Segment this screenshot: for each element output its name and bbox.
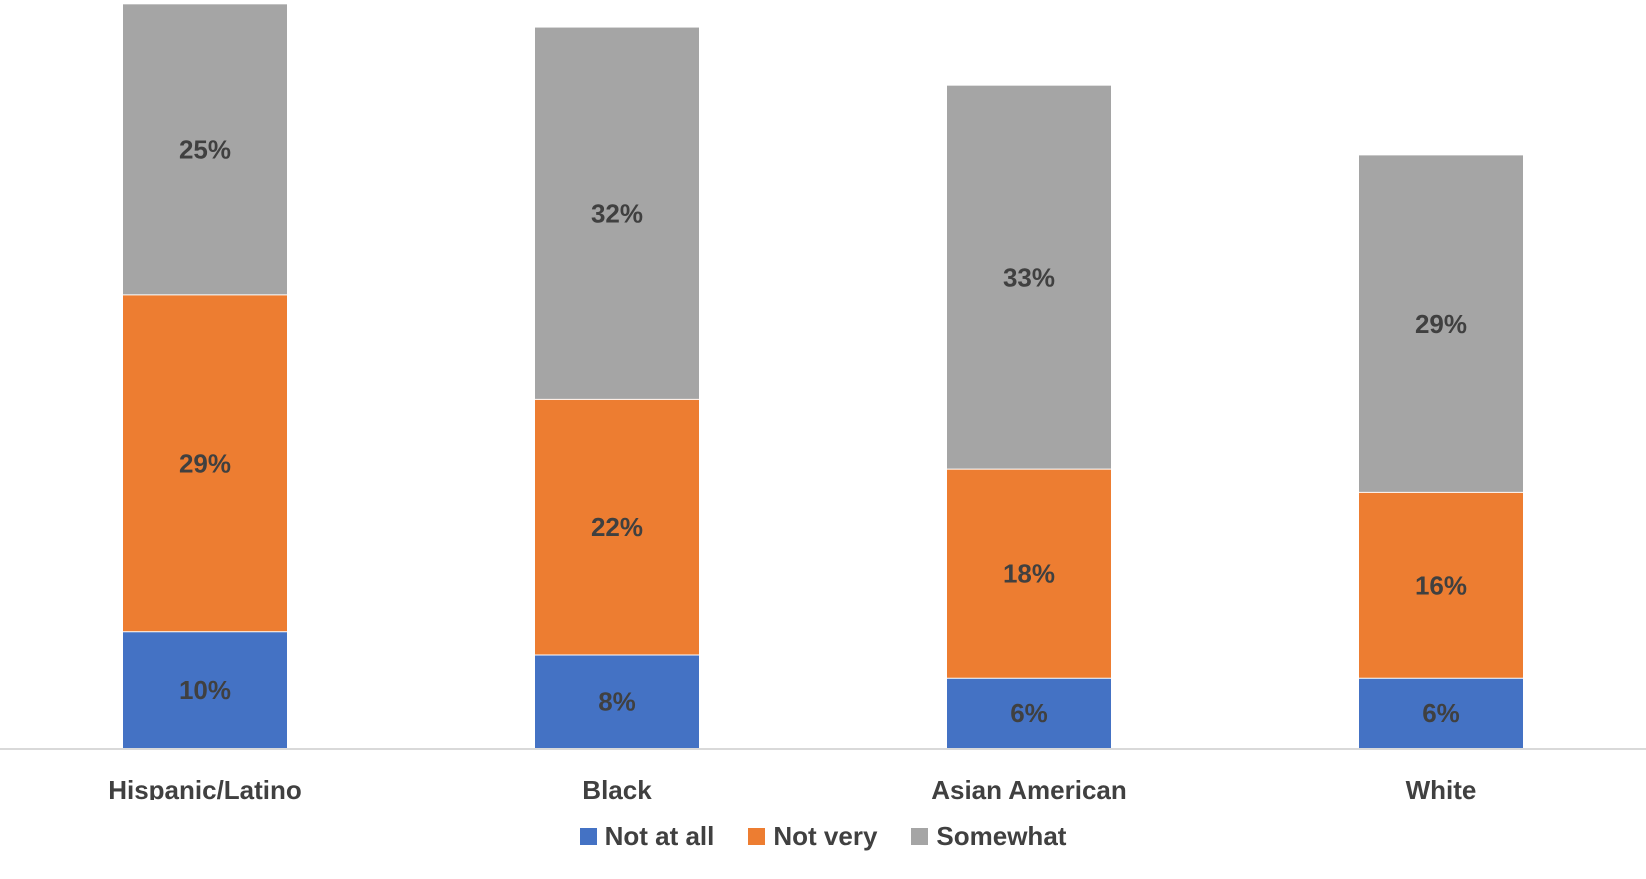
legend-label: Not at all	[604, 820, 715, 851]
bar-segment-not-at-all	[947, 678, 1111, 748]
data-label: 8%	[598, 687, 636, 717]
legend-label: Not very	[773, 820, 878, 851]
data-label: 6%	[1422, 698, 1460, 728]
data-label: 10%	[179, 675, 231, 705]
category-labels-layer: Hispanic/Latino Black Asian American White	[108, 775, 1476, 800]
data-labels-layer: 10% 29% 25% 8% 22% 32% 6% 18% 33% 6% 16% 29%	[179, 135, 1467, 729]
legend-swatch	[911, 827, 929, 845]
data-label: 29%	[1415, 309, 1467, 339]
bar-segment-not-at-all	[1359, 678, 1523, 748]
data-label: 6%	[1010, 698, 1048, 728]
chart-plot-area: 10% 29% 25% 8% 22% 32% 6% 18% 33% 6% 16% 29% Hispan…	[0, 4, 1646, 800]
data-label: 32%	[591, 198, 643, 228]
legend-item-somewhat: Somewhat	[911, 821, 1066, 852]
bar-segment-somewhat	[535, 27, 699, 400]
legend: Not at all Not very Somewhat	[0, 816, 1646, 856]
bar-segment-not-very	[123, 294, 287, 632]
bar-segment-somewhat	[1359, 155, 1523, 493]
legend-item-not-very: Not very	[748, 821, 877, 852]
category-label: White	[1406, 775, 1477, 800]
bar-segment-not-at-all	[123, 631, 287, 748]
category-label: Hispanic/Latino	[108, 775, 302, 800]
category-label: Asian American	[931, 775, 1127, 800]
bar-segment-not-at-all	[535, 655, 699, 748]
data-label: 18%	[1003, 559, 1055, 589]
data-label: 16%	[1415, 570, 1467, 600]
data-label: 33%	[1003, 262, 1055, 292]
data-label: 22%	[591, 512, 643, 542]
category-label: Black	[582, 775, 652, 800]
bar-segment-not-very	[947, 469, 1111, 679]
legend-item-not-at-all: Not at all	[579, 820, 715, 852]
data-label: 25%	[179, 135, 231, 165]
bars-layer	[123, 4, 1523, 748]
legend-swatch	[579, 827, 597, 845]
bar-segment-not-very	[535, 399, 699, 656]
bar-segment-somewhat	[947, 85, 1111, 470]
bar-segment-somewhat	[123, 4, 287, 295]
legend-swatch	[748, 827, 766, 845]
bar-segment-not-very	[1359, 492, 1523, 679]
data-label: 29%	[179, 448, 231, 478]
legend-label: Somewhat	[936, 820, 1067, 851]
